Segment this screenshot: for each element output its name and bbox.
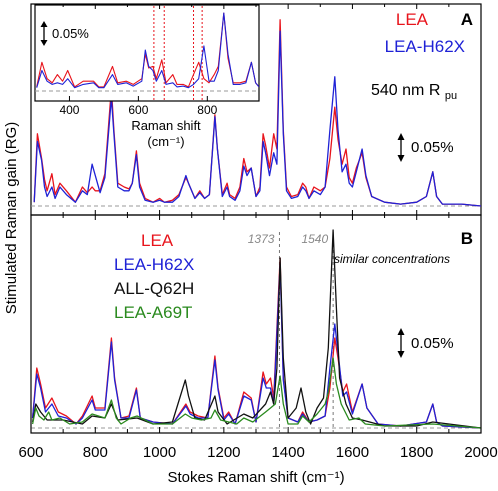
inset-ticks: 400 600 800 xyxy=(59,96,218,117)
x-tick-label: 1400 xyxy=(271,444,304,461)
panel-b-scale-bar: 0.05% xyxy=(397,328,454,358)
x-axis-label: Stokes Raman shift (cm⁻¹) xyxy=(167,469,344,486)
panel-b-legend-a69t: LEA-A69T xyxy=(114,303,192,322)
panel-b-frame xyxy=(30,214,482,434)
panel-b-marker-label-1: 1373 xyxy=(248,232,275,246)
panel-a-series-2 xyxy=(33,30,481,207)
panel-a-annotation-sub: pu xyxy=(445,90,457,102)
panel-b-series-4 xyxy=(31,357,481,429)
panel-a-legend-h62x: LEA-H62X xyxy=(385,37,465,56)
inset-xlabel-units: (cm⁻¹) xyxy=(147,134,184,149)
inset-series-2 xyxy=(36,12,259,89)
x-tick-label: 1200 xyxy=(207,444,240,461)
panel-b-legend-h62x: LEA-H62X xyxy=(114,255,194,274)
inset-plot xyxy=(36,12,259,89)
panel-a-scale-bar: 0.05% xyxy=(397,133,454,162)
x-tick-label: 1000 xyxy=(143,444,176,461)
inset-scale-label: 0.05% xyxy=(52,26,89,41)
inset-scale-bar: 0.05% xyxy=(40,21,89,46)
x-axis-ticks: 600 800 1000 1200 1400 1600 1800 2000 xyxy=(18,4,498,461)
panel-b-scale-label: 0.05% xyxy=(411,335,454,352)
inset-frame xyxy=(34,4,260,102)
panel-b-label: B xyxy=(461,229,473,248)
panel-a-legend-lea: LEA xyxy=(396,10,429,29)
panel-a-annotation: 540 nm R pu xyxy=(371,82,457,102)
inset-xlabel: Raman shift xyxy=(131,118,201,133)
panel-a-annotation-main: 540 nm R xyxy=(371,82,440,99)
panel-b-series-2 xyxy=(31,263,481,429)
panel-b-plot xyxy=(31,229,481,429)
x-tick-label: 1600 xyxy=(336,444,369,461)
inset-tick-label: 600 xyxy=(128,103,148,117)
y-axis-label: Stimulated Raman gain (RG) xyxy=(3,122,20,315)
panel-a-scale-label: 0.05% xyxy=(411,139,454,156)
panel-b-marker-label-2: 1540 xyxy=(301,232,328,246)
panel-a-label: A xyxy=(461,10,473,29)
panel-b-legend-lea: LEA xyxy=(141,231,174,250)
panel-b-marker-lines: 1373 1540 xyxy=(248,232,334,432)
inset-tick-label: 400 xyxy=(59,103,79,117)
inset: 400 600 800 0.05% Raman shift (cm⁻¹) xyxy=(34,4,260,149)
panel-b-legend-q62h: ALL-Q62H xyxy=(114,279,194,298)
x-tick-label: 1800 xyxy=(400,444,433,461)
inset-tick-label: 800 xyxy=(197,103,217,117)
panel-b-series-3 xyxy=(31,229,481,429)
panel-b-annotation: similar concentrations xyxy=(334,252,450,266)
panel-b-series-1 xyxy=(31,257,481,429)
x-tick-label: 2000 xyxy=(464,444,497,461)
x-tick-label: 800 xyxy=(83,444,108,461)
panel-a-plot xyxy=(33,19,481,207)
x-tick-label: 600 xyxy=(18,444,43,461)
